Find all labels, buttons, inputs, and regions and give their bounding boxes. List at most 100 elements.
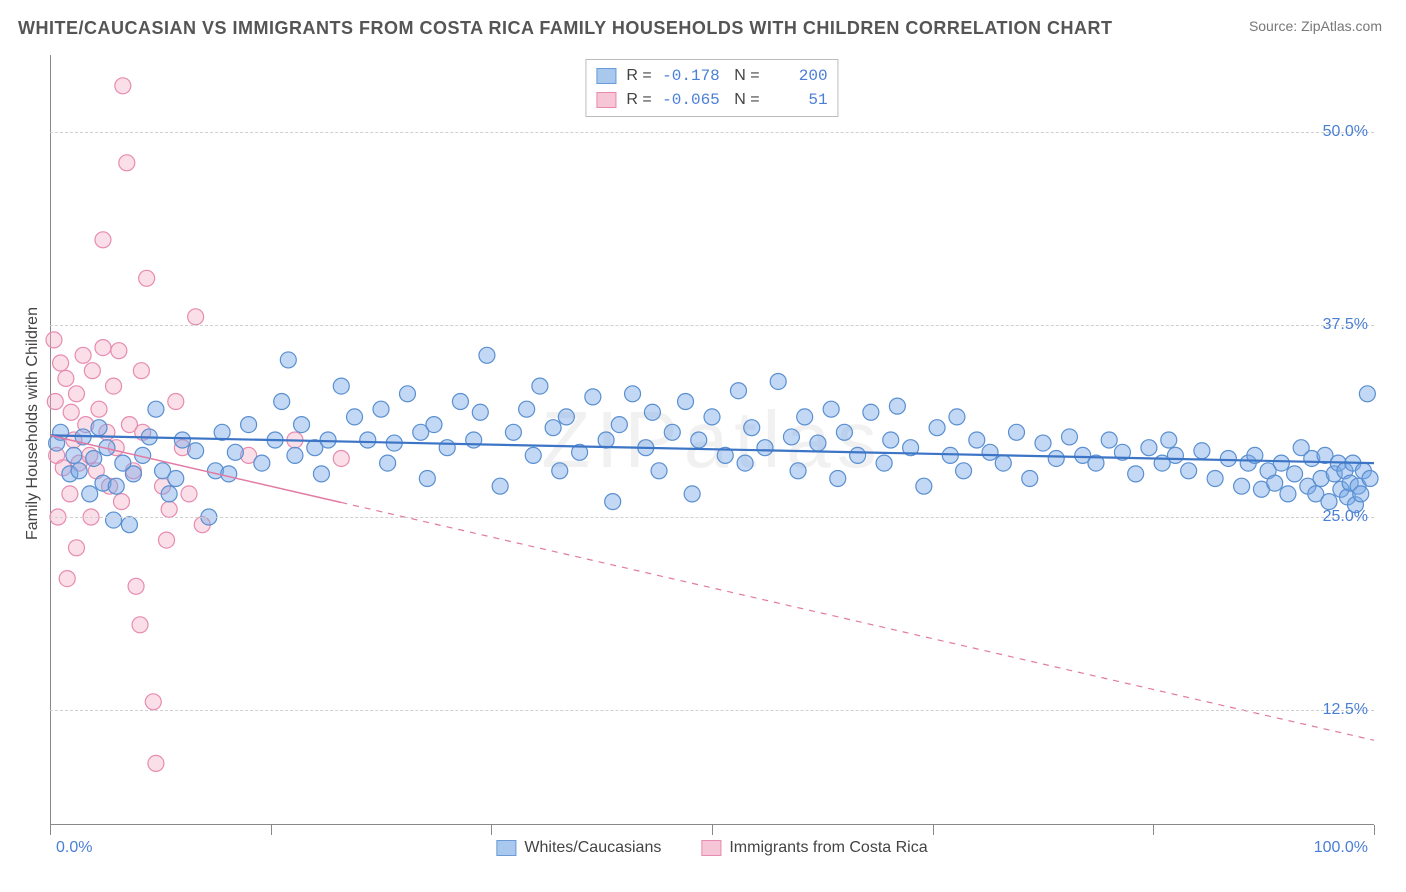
data-point	[505, 424, 521, 440]
data-point	[1167, 447, 1183, 463]
data-point	[313, 466, 329, 482]
data-point	[168, 471, 184, 487]
data-point	[1362, 471, 1378, 487]
stats-row-series-1: R = -0.065 N = 51	[596, 88, 827, 112]
data-point	[161, 486, 177, 502]
data-point	[86, 450, 102, 466]
data-point	[598, 432, 614, 448]
x-min-label: 0.0%	[56, 839, 92, 857]
data-point	[929, 420, 945, 436]
data-point	[68, 386, 84, 402]
data-point	[532, 378, 548, 394]
data-point	[956, 463, 972, 479]
data-point	[876, 455, 892, 471]
data-point	[121, 517, 137, 533]
data-point	[1287, 466, 1303, 482]
data-point	[347, 409, 363, 425]
source-attribution: Source: ZipAtlas.com	[1249, 18, 1382, 34]
data-point	[744, 420, 760, 436]
data-point	[161, 501, 177, 517]
data-point	[1061, 429, 1077, 445]
data-point	[770, 373, 786, 389]
data-point	[75, 347, 91, 363]
data-point	[889, 398, 905, 414]
data-point	[1273, 455, 1289, 471]
data-point	[91, 420, 107, 436]
legend-item-0: Whites/Caucasians	[496, 839, 661, 857]
data-point	[737, 455, 753, 471]
data-point	[830, 471, 846, 487]
data-point	[380, 455, 396, 471]
data-point	[106, 378, 122, 394]
data-point	[333, 450, 349, 466]
y-tick-label: 50.0%	[1323, 123, 1368, 141]
data-point	[1220, 450, 1236, 466]
data-point	[115, 78, 131, 94]
data-point	[168, 394, 184, 410]
data-point	[148, 401, 164, 417]
data-point	[1035, 435, 1051, 451]
data-point	[188, 443, 204, 459]
data-point	[108, 478, 124, 494]
data-point	[63, 404, 79, 420]
data-point	[611, 417, 627, 433]
data-point	[1194, 443, 1210, 459]
x-max-label: 100.0%	[1314, 839, 1368, 857]
data-point	[625, 386, 641, 402]
plot-area: ZIPatlas R = -0.178 N = 200 R = -0.065 N…	[50, 55, 1374, 825]
data-point	[68, 540, 84, 556]
x-tick	[1374, 825, 1375, 835]
data-point	[949, 409, 965, 425]
stat-value-n-0: 200	[770, 64, 828, 88]
data-point	[1359, 386, 1375, 402]
data-point	[585, 389, 601, 405]
data-point	[132, 617, 148, 633]
data-point	[466, 432, 482, 448]
data-point	[53, 355, 69, 371]
data-point	[995, 455, 1011, 471]
data-point	[111, 343, 127, 359]
data-point	[823, 401, 839, 417]
stat-label-n: N =	[730, 88, 760, 112]
data-point	[174, 432, 190, 448]
data-point	[836, 424, 852, 440]
data-point	[139, 270, 155, 286]
data-point	[181, 486, 197, 502]
data-point	[691, 432, 707, 448]
data-point	[545, 420, 561, 436]
data-point	[58, 370, 74, 386]
data-point	[452, 394, 468, 410]
data-point	[790, 463, 806, 479]
data-point	[46, 332, 62, 348]
data-point	[227, 444, 243, 460]
data-point	[916, 478, 932, 494]
data-point	[82, 486, 98, 502]
data-point	[797, 409, 813, 425]
legend-swatch-0	[496, 840, 516, 856]
legend-swatch-1	[701, 840, 721, 856]
data-point	[439, 440, 455, 456]
stat-label-r: R =	[626, 88, 651, 112]
data-point	[133, 363, 149, 379]
stats-row-series-0: R = -0.178 N = 200	[596, 64, 827, 88]
data-point	[91, 401, 107, 417]
stat-value-r-0: -0.178	[662, 64, 720, 88]
data-point	[552, 463, 568, 479]
data-point	[241, 417, 257, 433]
data-point	[333, 378, 349, 394]
data-point	[66, 447, 82, 463]
data-point	[294, 417, 310, 433]
data-point	[492, 478, 508, 494]
data-point	[1353, 486, 1369, 502]
y-tick-label: 12.5%	[1323, 701, 1368, 719]
data-point	[188, 309, 204, 325]
data-point	[128, 578, 144, 594]
data-point	[1101, 432, 1117, 448]
x-tick	[271, 825, 272, 835]
data-point	[605, 494, 621, 510]
stat-label-r: R =	[626, 64, 651, 88]
data-point	[479, 347, 495, 363]
stat-label-n: N =	[730, 64, 760, 88]
data-point	[399, 386, 415, 402]
x-tick	[1153, 825, 1154, 835]
